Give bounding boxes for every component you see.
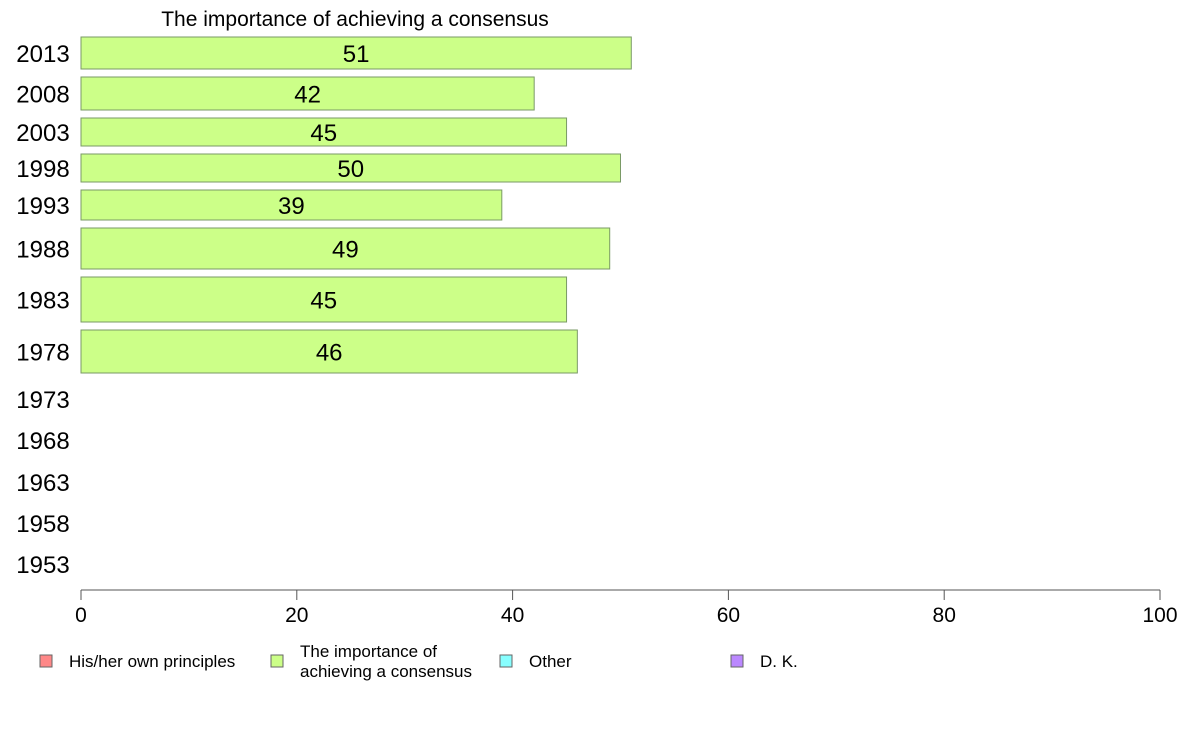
legend-label: His/her own principles: [69, 652, 235, 671]
year-label: 1988: [16, 237, 69, 264]
legend-label: The importance of achieving a consensus: [300, 642, 472, 681]
legend-label-line: achieving a consensus: [300, 662, 472, 681]
year-label: 1963: [16, 470, 69, 497]
bar-value-label: 46: [316, 340, 343, 367]
bar-value-label: 39: [278, 193, 305, 220]
legend-swatch: [39, 654, 53, 668]
year-label: 1993: [16, 193, 69, 220]
x-axis: 0 20 40 60 80 100: [75, 589, 1178, 627]
year-label: 1978: [16, 340, 69, 367]
bar-value-label: 51: [343, 41, 370, 68]
x-tick-label: 0: [75, 604, 87, 627]
x-tick-label: 80: [933, 604, 956, 627]
year-label: 2013: [16, 41, 69, 68]
bar-value-label: 42: [294, 82, 321, 109]
bar-value-label: 50: [337, 156, 364, 183]
bar: [80, 76, 535, 111]
x-tick-label: 60: [717, 604, 740, 627]
bar-value-label: 45: [310, 288, 337, 315]
year-label: 1973: [16, 387, 69, 414]
year-label: 1998: [16, 156, 69, 183]
legend-label-line: The importance of: [300, 642, 437, 661]
year-label: 1958: [16, 511, 69, 538]
legend: His/her own principles The importance of a…: [39, 642, 798, 681]
x-tick-label: 40: [501, 604, 524, 627]
bar-value-label: 45: [310, 120, 337, 147]
year-label: 1953: [16, 552, 69, 579]
legend-swatch: [499, 654, 513, 668]
year-label: 2008: [16, 82, 69, 109]
bar: [80, 153, 621, 183]
year-label: 1968: [16, 428, 69, 455]
legend-swatch: [270, 654, 284, 668]
bar: [80, 227, 611, 270]
bar: [80, 117, 568, 147]
year-label: 2003: [16, 120, 69, 147]
year-labels: 2013 2008 2003 1998 1993 1988 1983 1978 1973 1968…: [16, 41, 69, 579]
year-label: 1983: [16, 288, 69, 315]
bar-value-label: 49: [332, 237, 359, 264]
legend-swatch: [730, 654, 744, 668]
x-tick-label: 100: [1142, 604, 1177, 627]
x-tick-label: 20: [285, 604, 308, 627]
bar: [80, 276, 568, 323]
legend-label: Other: [529, 652, 572, 671]
chart-title: The importance of achieving a consensus: [161, 8, 549, 31]
bar: [80, 189, 503, 221]
bar: [80, 329, 578, 374]
bar: [80, 36, 632, 70]
legend-label: D. K.: [760, 652, 798, 671]
